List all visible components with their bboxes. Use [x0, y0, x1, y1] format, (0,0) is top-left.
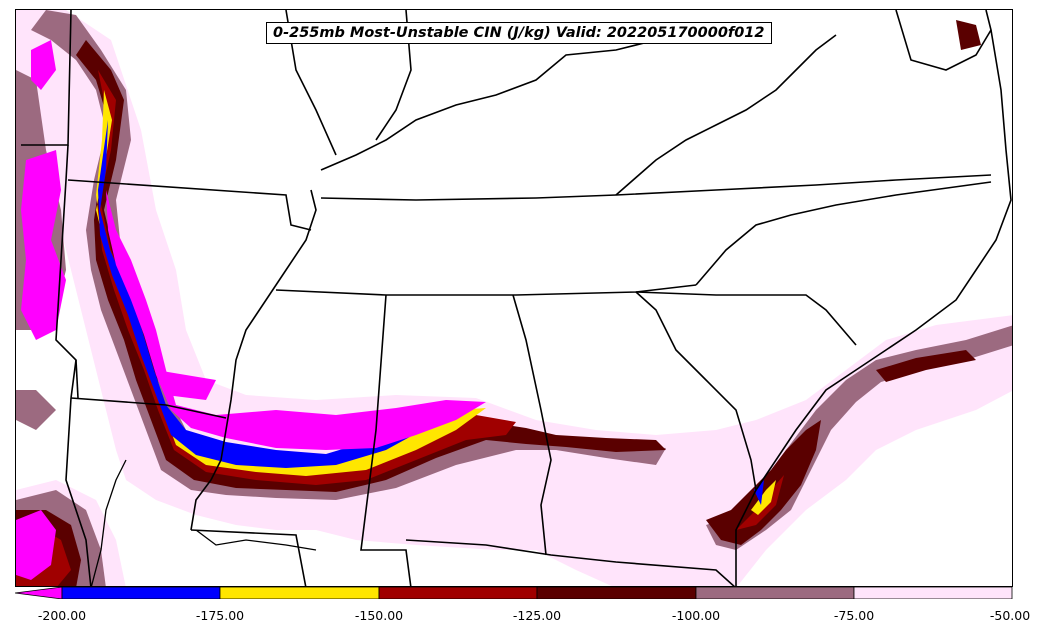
colorbar-tick-label: -125.00 [512, 608, 562, 623]
colorbar-tick-label: -100.00 [671, 608, 721, 623]
state-boundaries [21, 10, 1012, 586]
map-canvas [16, 10, 1012, 586]
map-title: 0-255mb Most-Unstable CIN (J/kg) Valid: … [266, 22, 772, 44]
map-panel: 0-255mb Most-Unstable CIN (J/kg) Valid: … [15, 9, 1013, 587]
colorbar-seg-blue [61, 587, 221, 599]
colorbar-seg-yellow [219, 587, 380, 599]
colorbar-tick-label: -150.00 [354, 608, 404, 623]
colorbar-tick-label: -50.00 [989, 608, 1031, 623]
coastline [90, 459, 317, 586]
colorbar [15, 587, 1013, 599]
colorbar-extend-low [15, 587, 63, 599]
colorbar-tick-label: -175.00 [195, 608, 245, 623]
colorbar-seg-lightpink [853, 587, 1013, 599]
colorbar-seg-red [378, 587, 538, 599]
cin-yellow-region [96, 90, 776, 515]
colorbar-seg-darkred [536, 587, 697, 599]
colorbar-tick-label: -200.00 [37, 608, 87, 623]
cin-magenta-region [16, 40, 486, 580]
colorbar-tick-label: -75.00 [833, 608, 875, 623]
colorbar-seg-mauve [695, 587, 855, 599]
